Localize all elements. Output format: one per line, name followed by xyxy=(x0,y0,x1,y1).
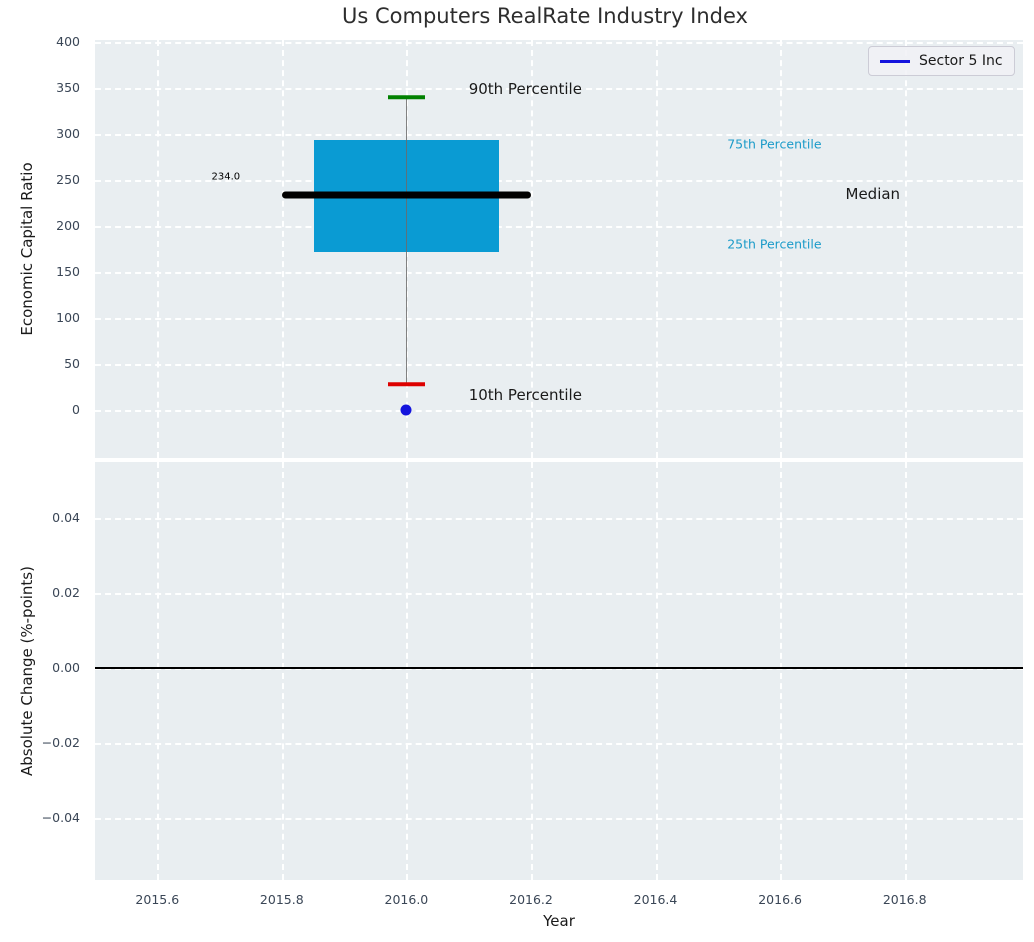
annotation-234-0: 234.0 xyxy=(211,171,241,183)
gridline-vertical xyxy=(281,40,284,458)
gridline-horizontal xyxy=(95,517,1023,520)
y-tick-label: 400 xyxy=(56,33,80,49)
x-tick-label: 2016.8 xyxy=(882,892,927,907)
cap-10th-percentile xyxy=(387,382,426,387)
gridline-vertical xyxy=(157,40,160,458)
y-tick-label: 100 xyxy=(56,310,80,326)
company-data-point xyxy=(400,404,412,416)
y-tick-label: −0.02 xyxy=(41,735,80,750)
gridline-vertical xyxy=(904,462,907,880)
annotation-10th-percentile: 10th Percentile xyxy=(468,386,582,405)
x-tick-label: 2015.6 xyxy=(135,892,180,907)
annotation-75th-percentile: 75th Percentile xyxy=(727,136,822,152)
y-tick-label: 350 xyxy=(56,79,80,95)
gridline-vertical xyxy=(406,462,409,880)
y-tick-label: 50 xyxy=(64,356,80,372)
gridline-horizontal xyxy=(95,668,1023,670)
x-tick-label: 2015.8 xyxy=(259,892,304,907)
gridline-vertical xyxy=(531,462,533,880)
gridline-horizontal xyxy=(95,226,1023,228)
y-tick-label: 0.02 xyxy=(52,585,80,600)
y-tick-label: 250 xyxy=(56,171,80,187)
y-tick-label: 0.04 xyxy=(52,509,80,525)
gridline-horizontal xyxy=(95,87,1023,90)
gridline-vertical xyxy=(780,462,783,880)
chart-title: Us Computers RealRate Industry Index xyxy=(342,4,748,28)
y-tick-label: 0.00 xyxy=(52,660,80,675)
gridline-horizontal xyxy=(95,179,1023,182)
annotation-90th-percentile: 90th Percentile xyxy=(468,79,582,98)
gridline-horizontal xyxy=(95,743,1023,745)
y-tick-label: 200 xyxy=(56,218,80,233)
gridline-vertical xyxy=(904,40,907,458)
legend: Sector 5 Inc xyxy=(868,46,1015,76)
y-tick-label: 0 xyxy=(72,402,80,418)
x-tick-label: 2016.4 xyxy=(633,892,678,907)
x-tick-label: 2016.0 xyxy=(384,892,429,907)
axes-bottom-panel xyxy=(95,462,1023,880)
y-tick-label: 150 xyxy=(56,264,80,279)
y-tick-label: −0.04 xyxy=(41,810,80,826)
gridline-horizontal xyxy=(95,818,1023,821)
gridline-horizontal xyxy=(95,593,1023,595)
y-tick-label: 300 xyxy=(56,125,80,141)
zero-line xyxy=(95,667,1023,669)
gridline-vertical xyxy=(655,462,658,880)
gridline-horizontal xyxy=(95,272,1023,274)
gridline-vertical xyxy=(655,40,658,458)
gridline-vertical xyxy=(780,40,783,458)
gridline-vertical xyxy=(531,40,533,458)
legend-line-swatch xyxy=(880,59,910,63)
gridline-horizontal xyxy=(95,41,1023,44)
whisker-line xyxy=(405,97,408,385)
cap-90th-percentile xyxy=(387,95,426,99)
gridline-horizontal xyxy=(95,133,1023,136)
gridline-vertical xyxy=(281,462,284,880)
x-tick-label: 2016.6 xyxy=(758,892,802,907)
legend-label: Sector 5 Inc xyxy=(919,53,1003,69)
x-tick-label: 2016.2 xyxy=(509,892,553,907)
median-line xyxy=(281,191,531,199)
annotation-median: Median xyxy=(845,184,901,203)
gridline-horizontal xyxy=(95,410,1023,413)
axes-top-panel: 90th Percentile 75th Percentile Median 25th… xyxy=(95,40,1023,458)
gridline-horizontal xyxy=(95,318,1023,321)
x-axis-label: Year xyxy=(543,912,575,930)
gridline-horizontal xyxy=(95,364,1023,367)
gridline-vertical xyxy=(157,462,160,880)
annotation-25th-percentile: 25th Percentile xyxy=(727,236,822,252)
